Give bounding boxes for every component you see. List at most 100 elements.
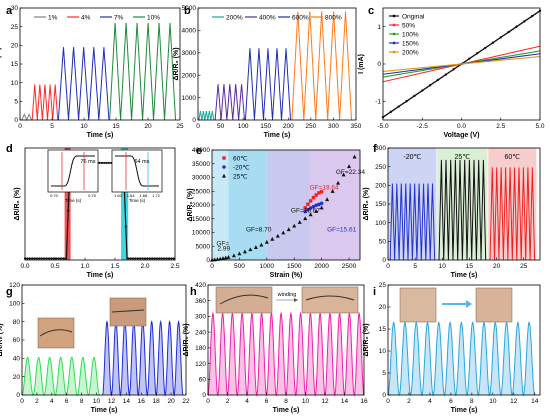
signal-fill-0 xyxy=(22,357,100,395)
x-tick-label: 8 xyxy=(80,398,84,405)
iv-point xyxy=(452,68,455,71)
x-tick-label: 25 xyxy=(520,263,528,270)
iv-point xyxy=(523,20,526,23)
legend-label-0: Original xyxy=(402,13,425,20)
response-point xyxy=(98,161,101,165)
response-point xyxy=(33,257,36,260)
x-tick-label: 2000 xyxy=(314,263,329,270)
x-tick-label: 1000 xyxy=(260,263,275,270)
x-tick-label: 4 xyxy=(428,398,432,405)
y-tick-label: 4000 xyxy=(182,28,197,35)
y-tick-label: 120 xyxy=(9,282,20,289)
data-point-60c xyxy=(308,199,313,203)
legend-label-4: 200% xyxy=(402,49,419,56)
signal-line-0 xyxy=(21,356,100,396)
x-axis-label: Time (s) xyxy=(451,407,478,414)
iv-point xyxy=(421,89,424,92)
x-tick-label: 25 xyxy=(176,123,184,130)
data-point-minus20c xyxy=(319,201,324,206)
panel-i: i 0 2 4 6 8 10 12 14 0 5 10 15 20 25 Time (s) ΔR/R₀ (%) xyxy=(363,282,541,414)
y-tick-label: 20 xyxy=(11,43,19,50)
response-point xyxy=(160,257,163,260)
shaded-region-0 xyxy=(64,148,71,260)
x-tick-label: 6 xyxy=(265,398,269,405)
y-tick-label: 10 xyxy=(379,348,387,355)
legend-label-2: 7% xyxy=(114,15,124,22)
y-tick-label: 80 xyxy=(13,319,21,326)
response-point xyxy=(105,161,108,165)
inset-curve-1 xyxy=(115,155,159,187)
signal-line-0 xyxy=(21,113,32,122)
data-point-minus20c xyxy=(314,203,318,208)
x-tick-label: 14 xyxy=(341,398,349,405)
data-point-60c xyxy=(319,190,324,194)
winding-label: winding xyxy=(277,292,297,298)
data-point-25c xyxy=(275,233,280,238)
response-point xyxy=(158,257,161,260)
iv-line-4 xyxy=(382,55,541,73)
y-tick-label: 0 xyxy=(206,257,210,264)
x-tick-label: 20 xyxy=(493,263,501,270)
y-tick-label: 25000 xyxy=(192,188,210,195)
response-point xyxy=(107,161,111,165)
x-tick-label: 8 xyxy=(470,398,474,405)
iv-point xyxy=(476,52,479,55)
x-tick-label: 0 xyxy=(386,263,390,270)
x-tick-label: 16 xyxy=(360,398,368,405)
response-point xyxy=(139,257,142,260)
iv-point xyxy=(468,57,471,60)
data-point-25c xyxy=(325,197,330,202)
x-tick-label: 1500 xyxy=(287,263,302,270)
photo-sensor-line xyxy=(39,329,73,337)
gf-annotation-6: GF=22.34 xyxy=(336,169,365,176)
y-axis-label: ΔR/R₀ (%) xyxy=(363,323,370,356)
inset-x-tick-label: 1.72 xyxy=(152,193,161,198)
y-tick-label: 40 xyxy=(13,356,21,363)
photo-arm-bent xyxy=(301,286,359,314)
legend-label-3: 800% xyxy=(325,15,342,22)
x-tick-label: 16 xyxy=(138,398,146,405)
panel-letter-a: a xyxy=(6,5,13,17)
x-tick-label: 1.5 xyxy=(110,263,119,270)
y-tick-label: 360 xyxy=(195,298,206,305)
x-tick-label: 14 xyxy=(123,398,131,405)
data-point-25c xyxy=(231,253,236,258)
x-tick-label: 12 xyxy=(510,398,518,405)
x-tick-label: 10 xyxy=(489,398,497,405)
y-tick-label: 0 xyxy=(16,392,20,399)
data-point-60c xyxy=(314,193,318,197)
response-point xyxy=(62,257,65,260)
response-point xyxy=(47,257,51,260)
response-point xyxy=(43,257,46,260)
data-point-25c xyxy=(292,223,297,228)
plot-frame xyxy=(24,147,176,261)
y-tick-label: 5000 xyxy=(182,5,197,12)
y-tick-label: 10000 xyxy=(192,230,210,237)
response-point xyxy=(170,257,173,260)
x-axis-label: Time (s) xyxy=(451,272,478,279)
iv-point xyxy=(491,41,495,44)
legend-label-0: -20℃ xyxy=(403,154,421,161)
x-tick-label: -5.0 xyxy=(377,123,389,130)
panel-letter-h: h xyxy=(190,286,197,298)
iv-point xyxy=(405,100,408,103)
x-axis-label: Strain (%) xyxy=(270,272,303,279)
response-point xyxy=(103,161,106,165)
y-tick-label: 30000 xyxy=(192,175,210,182)
data-point-minus20c xyxy=(306,207,310,212)
x-tick-label: 100 xyxy=(238,123,249,130)
y-tick-label: 20000 xyxy=(192,202,210,209)
y-tick-label: 0 xyxy=(202,392,206,399)
iv-point xyxy=(530,14,534,18)
legend-marker-1 xyxy=(392,23,396,27)
legend-label-0: 60℃ xyxy=(233,155,248,162)
signal-line-3 xyxy=(109,22,176,121)
signal-line-0 xyxy=(387,320,536,397)
legend-label-3: 10% xyxy=(147,15,160,22)
legend-label-2: 100% xyxy=(402,31,419,38)
panel-letter-b: b xyxy=(184,5,191,17)
inset-duration-label-1: 64 ms xyxy=(135,159,150,165)
arrow-right-icon xyxy=(294,298,298,302)
legend-marker-3 xyxy=(392,41,396,45)
panel-b: b 0 50 100 150 200 250 300 350 0 1000 2000 3000 4000 5… xyxy=(173,5,362,139)
